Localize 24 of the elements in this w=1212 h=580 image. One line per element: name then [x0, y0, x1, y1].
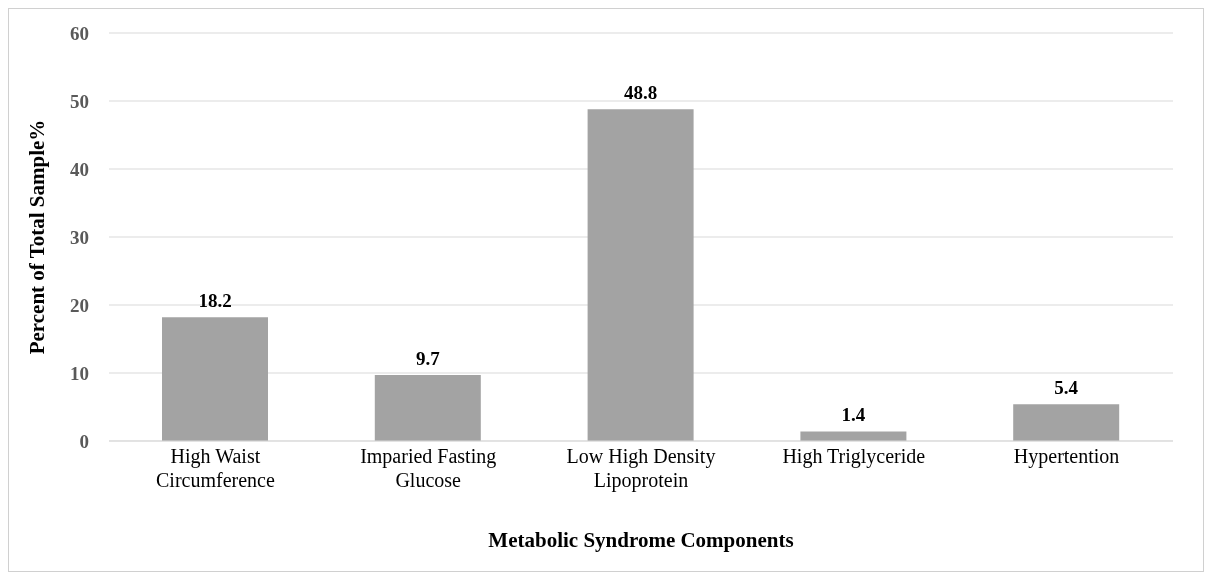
y-tick-label: 10 — [70, 362, 89, 384]
y-tick-label: 20 — [70, 294, 89, 316]
y-tick-label: 0 — [79, 430, 89, 452]
bar — [800, 431, 907, 441]
bar — [1013, 404, 1120, 441]
bar — [374, 375, 481, 441]
x-tick-label: Hypertention — [1013, 445, 1120, 468]
x-tick-label: High Triglyceride — [782, 445, 926, 468]
data-label: 9.7 — [415, 348, 441, 370]
x-tick-label: High Waist Circumference — [155, 445, 275, 491]
y-tick-label: 50 — [70, 90, 89, 112]
data-label: 1.4 — [841, 404, 866, 426]
data-label: 5.4 — [1054, 377, 1079, 399]
y-tick-label: 40 — [70, 158, 89, 180]
y-axis-title: Percent of Total Sample% — [25, 119, 50, 355]
bar — [162, 317, 268, 441]
bar — [587, 109, 694, 441]
x-tick-label: Low High Density Lipoprotein — [566, 445, 716, 492]
data-label: 48.8 — [623, 82, 658, 104]
data-label: 18.2 — [198, 290, 232, 312]
y-tick-label: 30 — [70, 226, 89, 248]
y-tick-label: 60 — [70, 22, 89, 44]
x-tick-label: Imparied Fasting Glucose — [360, 445, 497, 491]
x-axis-title: Metabolic Syndrome Components — [488, 528, 794, 552]
